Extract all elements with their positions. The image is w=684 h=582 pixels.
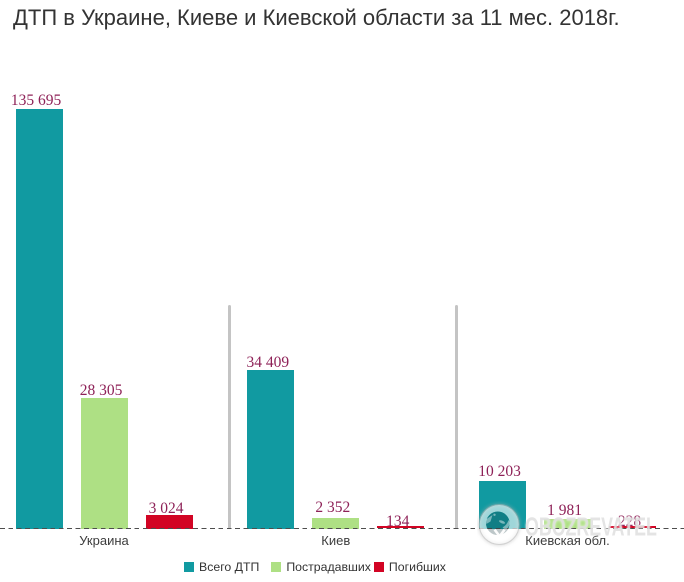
svg-text:OBOZREVATEL: OBOZREVATEL xyxy=(525,512,657,541)
svg-text:OBOZREVATEL: OBOZREVATEL xyxy=(525,512,657,541)
